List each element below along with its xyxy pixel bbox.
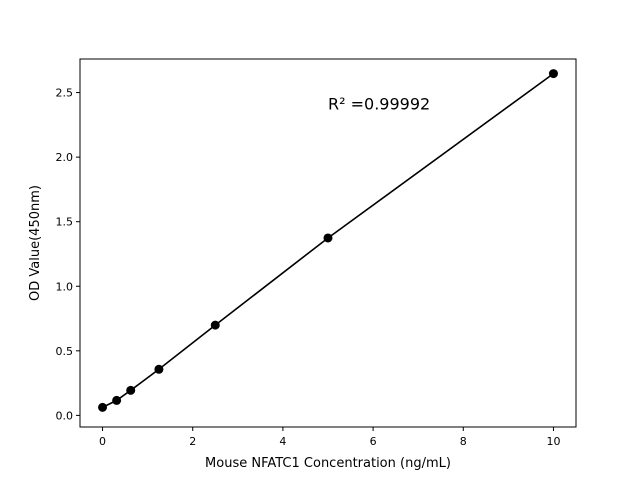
plot-frame	[79, 58, 577, 428]
y-tick-label: 2.0	[56, 151, 74, 164]
data-point	[98, 402, 108, 412]
y-tick-label: 0.5	[56, 345, 74, 358]
x-tick-label: 10	[546, 435, 560, 448]
data-point	[548, 69, 558, 79]
data-point	[323, 233, 333, 243]
x-tick-label: 2	[189, 435, 196, 448]
y-tick-label: 1.0	[56, 280, 74, 293]
data-point	[210, 320, 220, 330]
y-axis-label: OD Value(450nm)	[28, 185, 43, 301]
data-point	[154, 364, 164, 374]
y-tick-label: 1.5	[56, 216, 74, 229]
x-tick-label: 4	[279, 435, 286, 448]
x-axis-label: Mouse NFATC1 Concentration (ng/mL)	[205, 456, 451, 471]
r-squared-annotation: R² =0.99992	[328, 94, 430, 113]
y-tick-label: 0.0	[56, 409, 74, 422]
x-tick-label: 0	[99, 435, 106, 448]
x-tick-label: 8	[460, 435, 467, 448]
data-point	[112, 395, 122, 405]
y-tick-label: 2.5	[56, 87, 74, 100]
data-point	[126, 385, 136, 395]
x-tick-label: 6	[370, 435, 377, 448]
